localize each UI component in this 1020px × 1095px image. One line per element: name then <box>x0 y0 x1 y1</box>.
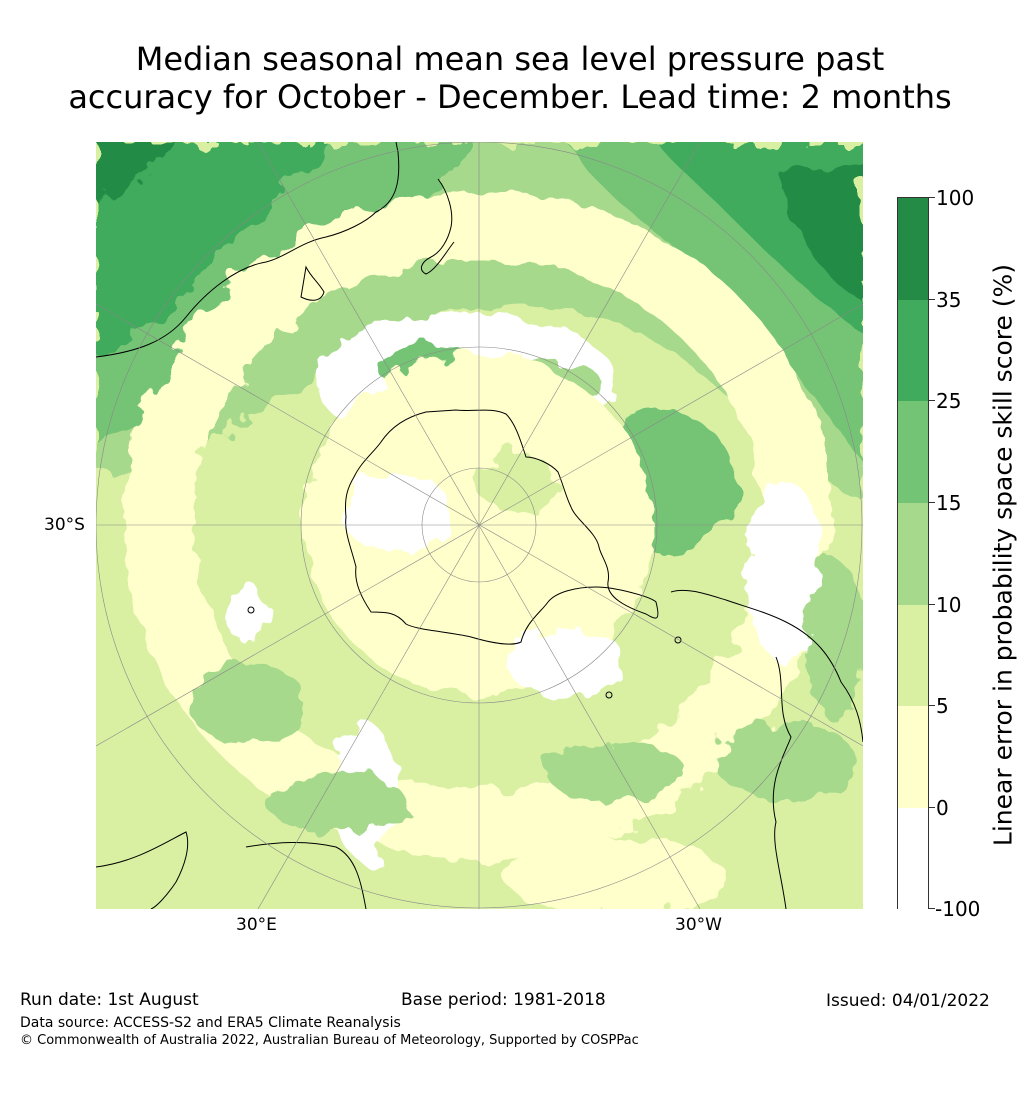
colorbar-bin-35-100 <box>898 198 928 300</box>
colorbar-bin-10-15 <box>898 503 928 605</box>
colorbar-title: Linear error in probability space skill … <box>988 263 1018 847</box>
graticule <box>96 142 863 909</box>
madagascar-coastline <box>245 842 367 909</box>
copyright-notice: © Commonwealth of Australia 2022, Austra… <box>20 1033 639 1048</box>
tasmania-coastline <box>300 265 325 301</box>
falkland-island <box>605 691 613 699</box>
field-patch-below-0-east <box>746 482 826 662</box>
map-title-line-2: accuracy for October - December. Lead ti… <box>68 78 952 116</box>
colorbar-label-35: 35 <box>936 288 962 312</box>
graticule-meridian-60w <box>96 303 863 747</box>
colorbar-bin-minus100-0 <box>898 808 928 910</box>
longitude-label-30e: 30°E <box>236 915 277 935</box>
colorbar-tick-5 <box>929 705 935 706</box>
colorbar-tick-minus100 <box>929 908 935 909</box>
colorbar-label-0: 0 <box>936 796 949 820</box>
issued-date: Issued: 04/01/2022 <box>826 991 990 1011</box>
field-polar-patch-1 <box>341 472 451 552</box>
base-period: Base period: 1981-2018 <box>401 990 606 1010</box>
kerguelen-island <box>247 606 255 614</box>
colorbar-tick-25 <box>929 400 935 401</box>
field-patch-below-0-west <box>226 582 266 642</box>
field-patch-10-15-far-east <box>806 562 863 722</box>
colorbar-tick-35 <box>929 299 935 300</box>
colorbar-tick-10 <box>929 604 935 605</box>
coastlines <box>96 142 863 909</box>
colorbar-label-100: 100 <box>936 186 975 210</box>
colorbar-label-minus100: -100 <box>935 897 981 921</box>
field-polar-patch-2 <box>506 627 626 697</box>
colorbar <box>897 197 929 910</box>
field-patch-0-5-s <box>506 837 726 909</box>
field-patch-10-15-s <box>266 772 406 832</box>
skill-score-map <box>96 142 863 909</box>
south-america-coastline <box>670 589 863 909</box>
field-patch-10-15-se <box>546 742 686 802</box>
data-source: Data source: ACCESS-S2 and ERA5 Climate … <box>20 1015 401 1031</box>
map-title: Median seasonal mean sea level pressure … <box>0 40 1020 116</box>
colorbar-bin-0-5 <box>898 706 928 808</box>
colorbar-label-25: 25 <box>936 389 962 413</box>
field-band-25-35 <box>96 142 326 357</box>
colorbar-tick-15 <box>929 502 935 503</box>
colorbar-bin-5-10 <box>898 605 928 706</box>
field-band-35-100-east <box>776 162 863 302</box>
map-title-line-1: Median seasonal mean sea level pressure … <box>135 40 885 78</box>
field-patch-10-15-east-low <box>716 722 856 802</box>
field-patch-10-15-sw <box>186 662 306 742</box>
south-georgia-island <box>674 636 682 644</box>
africa-coastline <box>96 831 189 909</box>
colorbar-tick-100 <box>929 197 935 198</box>
antarctica-coastline <box>345 409 659 645</box>
latitude-label-30s: 30°S <box>44 515 85 535</box>
colorbar-label-10: 10 <box>936 593 962 617</box>
colorbar-label-15: 15 <box>936 491 962 515</box>
colorbar-bin-15-25 <box>898 401 928 503</box>
australia-coastline <box>96 142 400 358</box>
longitude-label-30w: 30°W <box>675 915 722 935</box>
field-band-35-100 <box>96 142 176 202</box>
colorbar-label-5: 5 <box>936 694 949 718</box>
new-zealand-coastline <box>420 178 455 275</box>
colorbar-tick-0 <box>929 807 935 808</box>
run-date: Run date: 1st August <box>20 990 199 1010</box>
map-canvas <box>96 142 863 909</box>
colorbar-bin-25-35 <box>898 300 928 401</box>
